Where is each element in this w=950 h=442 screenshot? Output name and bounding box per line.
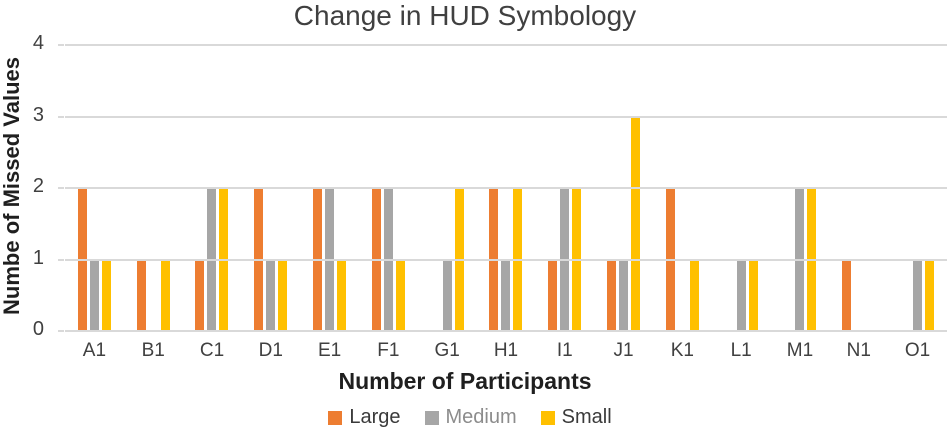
x-tick-label-O1: O1 [904,340,931,361]
bar-O1-small [925,258,935,330]
x-tick-label-C1: C1 [199,340,225,361]
bar-group-O1 [888,44,947,330]
bar-group-J1 [594,44,653,330]
chart-title: Change in HUD Symbology [293,0,637,31]
gridline-y-1 [65,258,947,261]
y-tick-mark [58,44,64,46]
legend-label-small: Small [561,406,612,428]
legend-label-large: Large [349,406,401,428]
x-tick-label-K1: K1 [670,340,694,361]
legend-swatch-medium [424,410,439,425]
bar-A1-medium [89,258,99,330]
gridline-y-2 [65,187,947,189]
y-tick-mark [58,258,64,261]
bar-O1-medium [913,258,923,330]
x-tick-label-G1: G1 [434,340,460,361]
bar-L1-medium [736,258,746,330]
x-tick-label-M1: M1 [786,340,814,361]
bar-group-N1 [829,44,888,330]
bar-N1-large [842,258,852,330]
x-tick-label-E1: E1 [317,340,342,361]
legend-item-large: Large [328,406,401,429]
bar-B1-large [136,258,146,330]
bar-G1-medium [442,258,452,330]
legend-swatch-small [540,410,555,425]
bar-C1-large [195,258,205,330]
bar-J1-large [607,258,617,330]
bar-E1-small [337,258,347,330]
y-tick-mark [58,187,64,189]
gridline-y-3 [65,115,947,118]
bar-K1-small [689,258,699,330]
y-tick-mark [58,330,64,332]
x-axis-tick-labels: A1 B1 C1 D1 E1 F1 G1 H1 I1 J1 K1 L1 M1 N1 O1 [65,340,947,362]
y-tick-label-4: 4 [32,32,44,55]
legend-item-small: Small [540,406,612,429]
x-tick-label-A1: A1 [82,340,107,361]
bar-group-B1 [124,44,183,330]
bar-D1-medium [266,258,276,330]
y-tick-label-1: 1 [32,246,44,269]
bar-F1-small [395,258,405,330]
x-tick-label-J1: J1 [613,340,634,361]
x-tick-label-H1: H1 [493,340,519,361]
legend-swatch-large [328,410,343,425]
x-tick-label-B1: B1 [141,340,165,361]
y-axis-tick-labels: 0 1 2 3 4 [0,32,48,340]
x-tick-label-N1: N1 [846,340,871,361]
bar-L1-small [748,258,758,330]
x-tick-label-L1: L1 [730,340,752,361]
x-tick-label-I1: I1 [556,340,573,361]
x-tick-label-F1: F1 [377,340,400,361]
bar-I1-large [548,258,558,330]
y-tick-label-0: 0 [32,318,44,341]
y-tick-mark [58,115,64,118]
bar-A1-small [101,258,111,330]
x-axis-label: Number of Participants [338,368,592,394]
bar-D1-small [278,258,288,330]
bar-H1-medium [501,258,511,330]
y-tick-label-3: 3 [32,103,44,126]
bar-B1-small [160,258,170,330]
y-tick-label-2: 2 [32,175,44,198]
gridline-y-0 [65,330,947,332]
x-tick-label-D1: D1 [258,340,283,361]
legend: Large Medium Small [0,406,940,429]
gridline-y-4 [65,44,947,46]
bar-J1-small [631,115,641,330]
bar-J1-medium [619,258,629,330]
bar-group-L1 [712,44,771,330]
plot-area [58,44,947,332]
legend-item-medium: Medium [424,406,517,429]
legend-label-medium: Medium [445,406,517,428]
